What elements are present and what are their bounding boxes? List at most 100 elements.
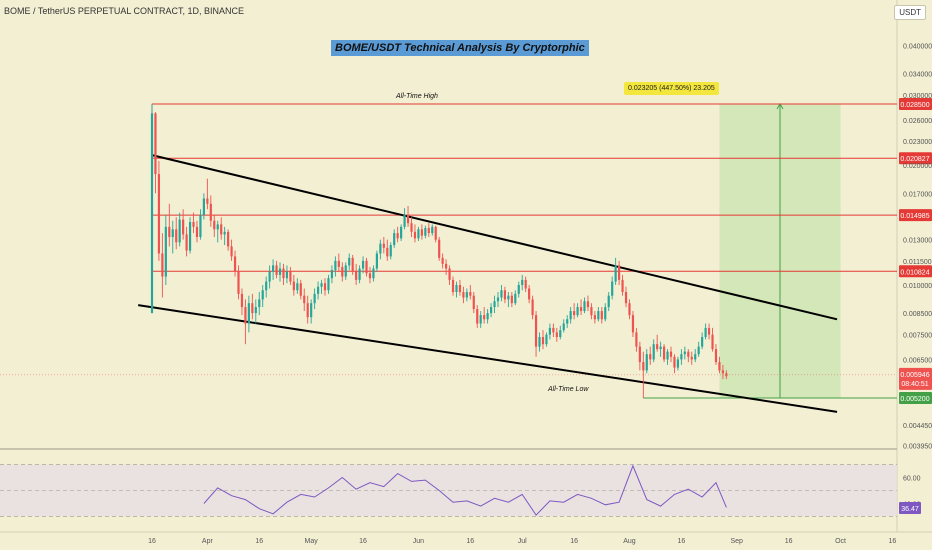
time-axis-tick-label: 16: [785, 538, 793, 545]
candle-body: [642, 362, 645, 371]
candle-body: [216, 224, 219, 230]
candle-body: [690, 356, 693, 360]
candle-body: [396, 233, 399, 239]
candle-body: [278, 268, 282, 275]
candle-body: [164, 226, 167, 277]
candle-body: [521, 279, 524, 285]
candle-body: [334, 260, 337, 271]
candle-body: [188, 221, 192, 251]
price-axis-tick-label: 0.007500: [903, 333, 932, 340]
price-level-tag-label: 0.005200: [900, 396, 929, 403]
last-price-tag: [899, 367, 932, 390]
chart-title: BOME/USDT Technical Analysis By Cryptorp…: [331, 40, 589, 56]
last-price-countdown: 08:40:51: [901, 381, 928, 388]
candle-body: [538, 337, 541, 347]
time-axis-tick-label: May: [305, 538, 319, 545]
currency-badge[interactable]: USDT: [894, 5, 926, 20]
rsi-value-tag: [899, 502, 921, 515]
candle-body: [348, 257, 351, 266]
candle-body: [607, 295, 610, 308]
price-axis-tick-label: 0.008500: [903, 311, 932, 318]
candle-body: [351, 257, 354, 272]
candle-body: [268, 271, 271, 282]
candle-body: [406, 214, 410, 224]
trendline: [151, 154, 838, 321]
candle-body: [662, 346, 666, 360]
candle-body: [251, 303, 254, 314]
time-axis-tick-label: Aug: [623, 538, 636, 545]
candle-body: [486, 313, 489, 320]
candle-body: [562, 323, 565, 331]
candle-body: [483, 315, 486, 320]
candle-body: [534, 315, 538, 347]
candle-body: [227, 231, 230, 247]
candle-body: [462, 292, 465, 298]
candle-body: [209, 203, 212, 221]
candle-body: [296, 283, 299, 291]
candle-body: [649, 354, 652, 360]
candle-body: [313, 293, 316, 304]
candle-body: [531, 299, 534, 316]
rsi-line: [203, 464, 727, 516]
candle-body: [195, 226, 199, 238]
candle-body: [659, 346, 662, 350]
candle-body: [154, 113, 157, 175]
price-axis-tick-label: 0.003950: [903, 444, 932, 451]
candle-body: [528, 288, 531, 300]
candle-body: [178, 219, 181, 243]
candle-body: [469, 292, 472, 296]
candle-body: [337, 260, 340, 267]
price-axis-tick-label: 0.023000: [903, 139, 932, 146]
candle-body: [327, 278, 330, 291]
candle-body: [386, 247, 389, 257]
price-level-tag-label: 0.028500: [900, 102, 929, 109]
price-axis-tick-label: 0.013000: [903, 238, 932, 245]
time-axis-tick-label: Jun: [413, 538, 424, 545]
candle-body: [247, 303, 250, 324]
candle-body: [524, 279, 527, 289]
candle-body: [254, 307, 257, 314]
candle-body: [576, 307, 579, 316]
candle-body: [358, 268, 361, 280]
candle-body: [718, 362, 721, 371]
candle-body: [600, 311, 603, 320]
candle-body: [628, 303, 631, 316]
candle-body: [365, 260, 368, 274]
rsi-axis-tick-label: 60.00: [903, 476, 921, 483]
candle-body: [438, 239, 441, 258]
candle-body: [476, 309, 479, 324]
candle-body: [403, 214, 406, 227]
candle-body: [624, 292, 628, 304]
candle-body: [310, 303, 313, 318]
candle-body: [375, 253, 378, 269]
candle-body: [261, 290, 264, 300]
symbol-header[interactable]: BOME / TetherUS PERPETUAL CONTRACT, 1D, …: [4, 6, 245, 16]
candle-body: [645, 354, 648, 371]
candle-body: [669, 351, 673, 357]
candle-body: [285, 271, 289, 279]
price-axis-tick-label: 0.034000: [903, 72, 932, 79]
candle-body: [393, 233, 396, 246]
candle-body: [614, 265, 617, 282]
candle-body: [707, 327, 711, 335]
candle-body: [503, 290, 507, 300]
candle-body: [441, 257, 444, 264]
candle-body: [292, 281, 295, 291]
candle-body: [697, 346, 700, 355]
candle-body: [410, 223, 413, 232]
candle-body: [510, 295, 513, 304]
candle-body: [711, 334, 714, 350]
candle-body: [559, 330, 562, 338]
candle-body: [306, 303, 309, 318]
candle-body: [725, 373, 728, 377]
candle-body: [320, 283, 323, 287]
time-axis-tick-label: 16: [148, 538, 156, 545]
candle-body: [272, 265, 275, 272]
candle-body: [240, 293, 244, 308]
candle-body: [673, 356, 676, 368]
candle-body: [303, 295, 306, 304]
candle-body: [500, 290, 503, 298]
candle-body: [157, 174, 161, 254]
candle-body: [258, 299, 261, 308]
candle-body: [541, 337, 545, 345]
